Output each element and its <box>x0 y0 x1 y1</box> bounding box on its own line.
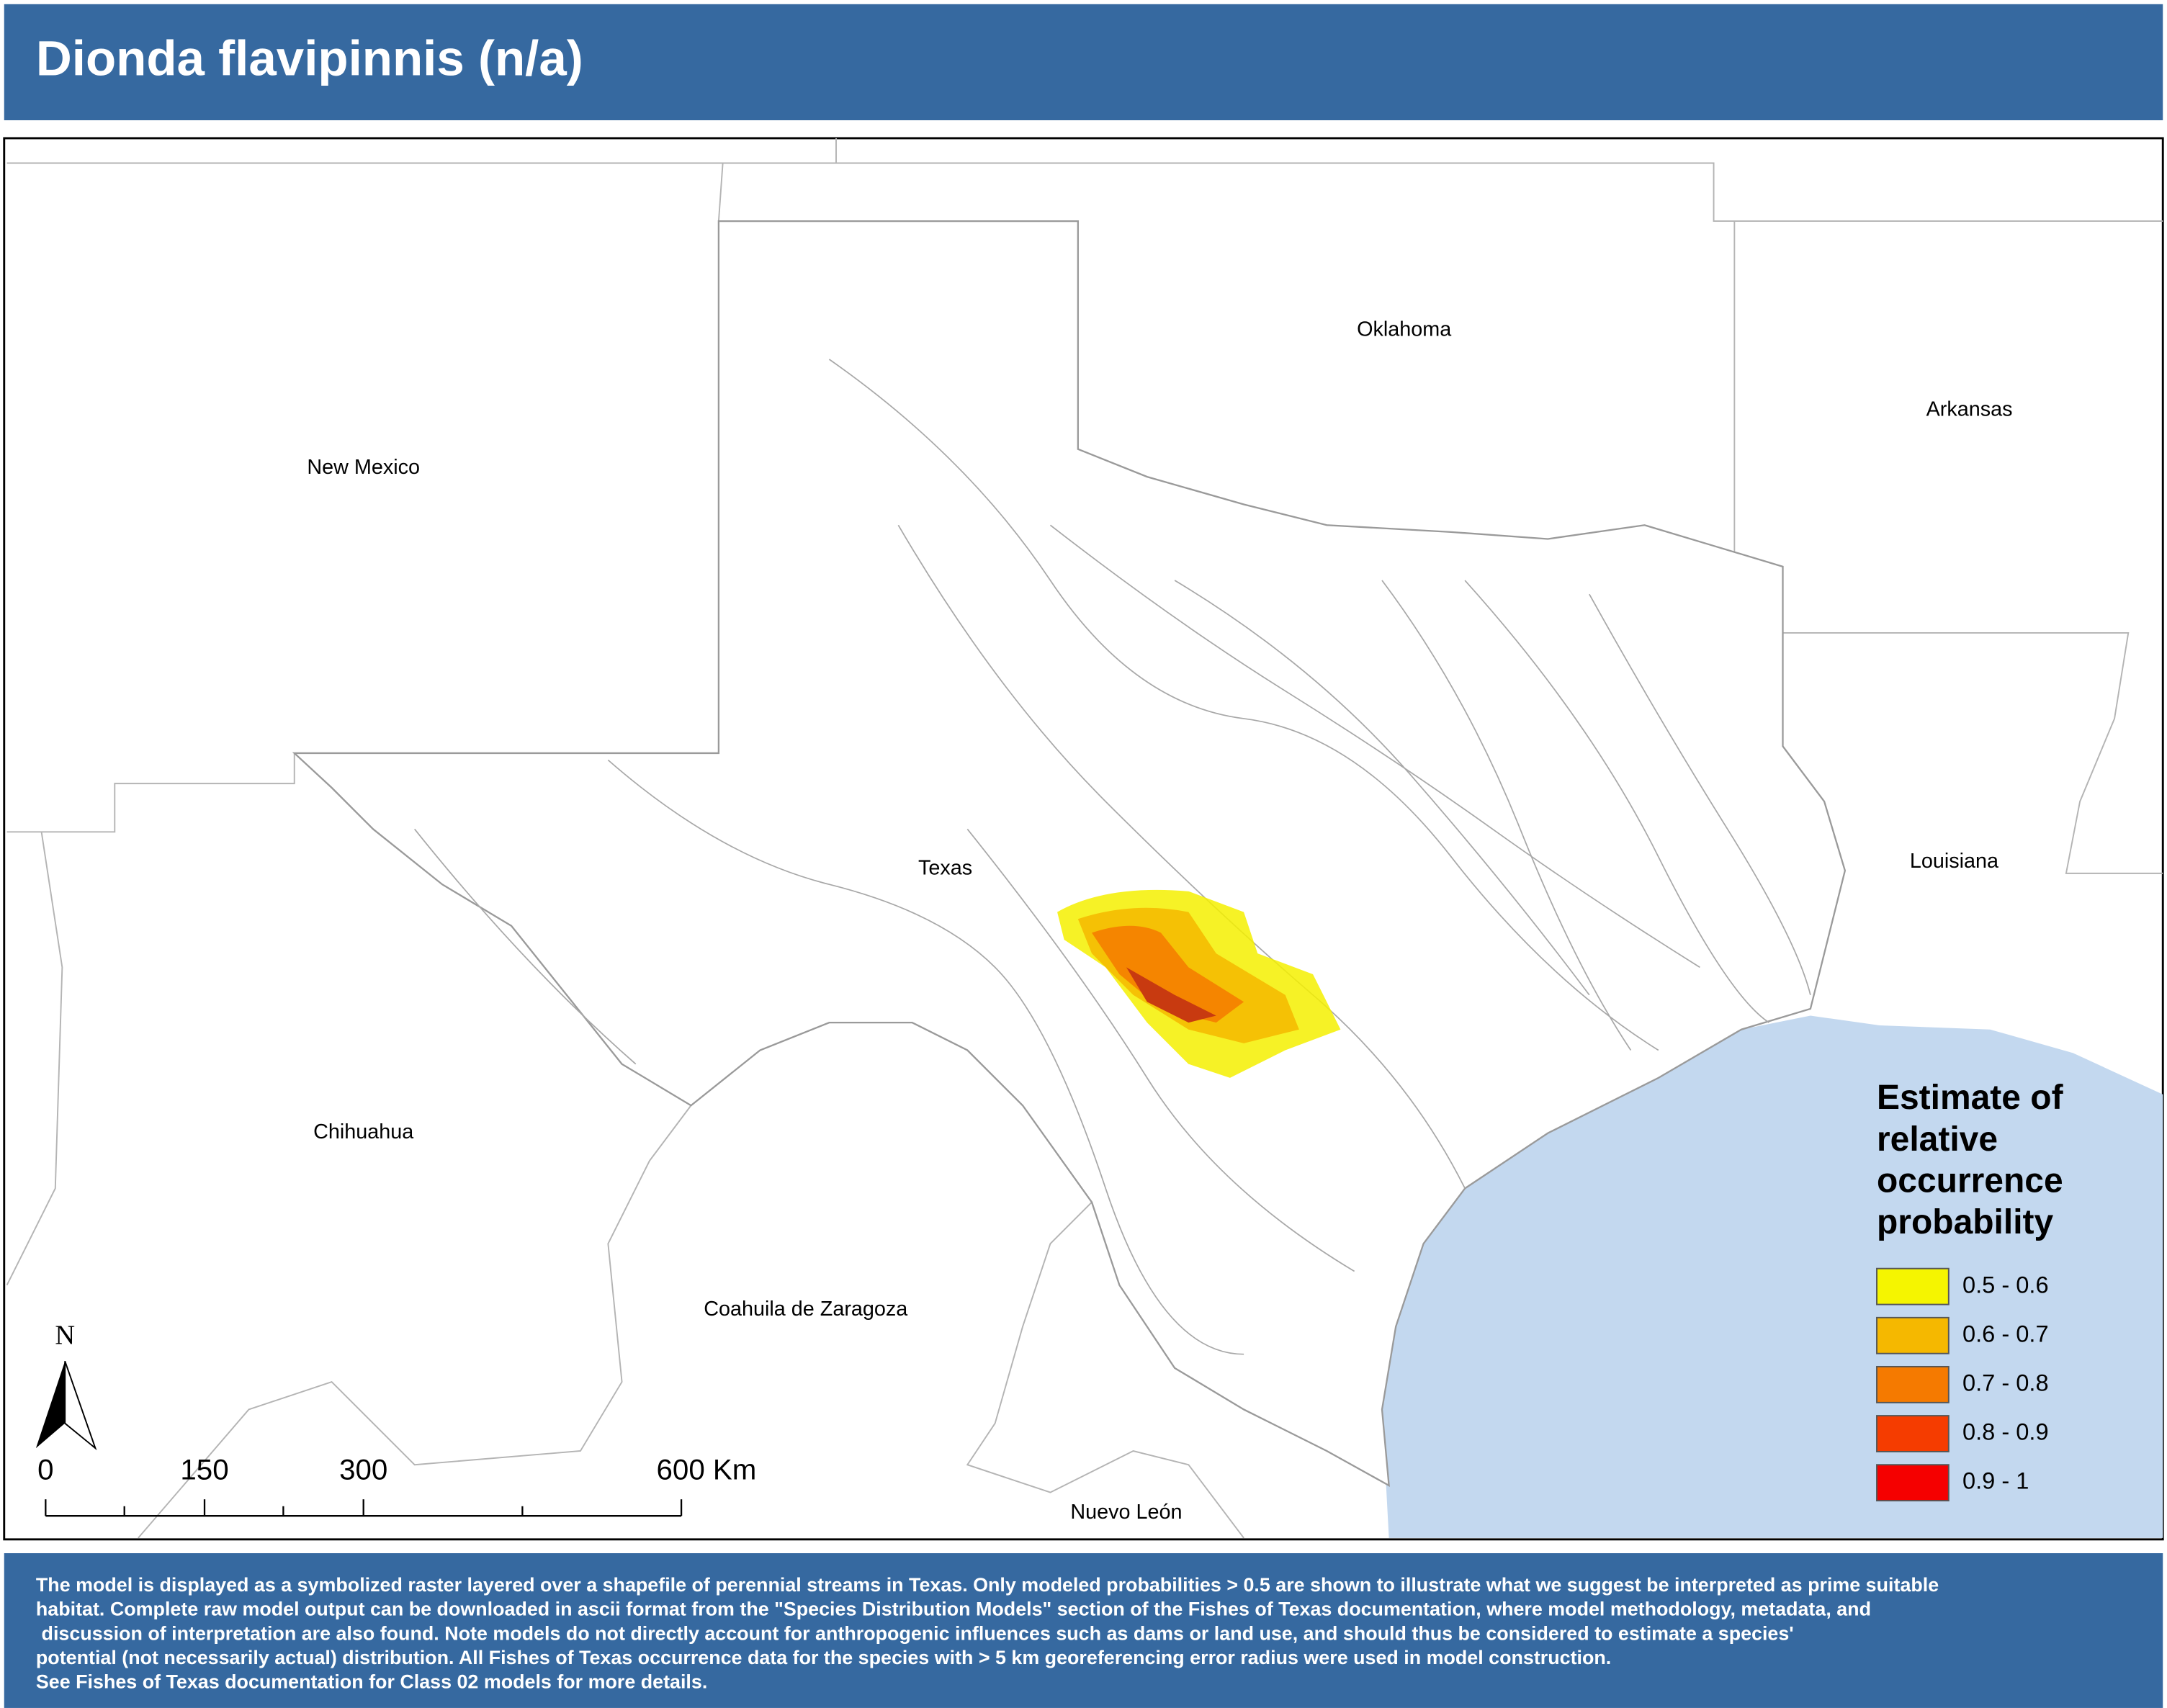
footer-line: habitat. Complete raw model output can b… <box>36 1599 1871 1620</box>
stream <box>966 828 1355 1272</box>
stream <box>897 524 1466 1189</box>
scale-label: 600 Km <box>657 1453 757 1485</box>
stream <box>828 359 1659 1051</box>
border <box>966 1201 1244 1539</box>
stream <box>607 759 1244 1355</box>
title: Dionda flavipinnis (n/a) <box>36 30 583 86</box>
footer-bar <box>4 1553 2163 1708</box>
legend-swatch <box>1876 1316 1950 1354</box>
map-label: Nuevo León <box>1070 1501 1182 1524</box>
legend-label: 0.7 - 0.8 <box>1962 1370 2049 1396</box>
scale-label: 150 <box>180 1453 228 1485</box>
legend-label: 0.5 - 0.6 <box>1962 1271 2049 1298</box>
legend-label: 0.8 - 0.9 <box>1962 1419 2049 1445</box>
header-bar <box>4 4 2163 121</box>
stream <box>414 828 637 1065</box>
stream <box>1174 580 1590 996</box>
gulf-of-mexico <box>1382 1015 2163 1538</box>
model-raster <box>1057 889 1341 1078</box>
legend-title: probability <box>1877 1203 2054 1241</box>
footer-line: discussion of interpretation are also fo… <box>42 1622 1794 1644</box>
scale-bar <box>45 1499 683 1517</box>
legend-title: Estimate of <box>1877 1079 2064 1117</box>
map: Oklahoma Arkansas New Mexico Texas Louis… <box>3 137 2164 1541</box>
border <box>6 832 63 1286</box>
map-label: Texas <box>918 857 972 880</box>
legend-swatch <box>1876 1464 1950 1502</box>
map-label: Arkansas <box>1926 398 2013 421</box>
footer: The model is displayed as a symbolized r… <box>36 1574 1939 1692</box>
scale-label: 300 <box>339 1453 387 1485</box>
border <box>6 752 295 833</box>
north-arrow <box>35 1361 66 1449</box>
footer-line: See Fishes of Texas documentation for Cl… <box>36 1671 707 1692</box>
legend-swatch <box>1876 1267 1950 1305</box>
streams <box>414 359 1811 1355</box>
north-arrow <box>64 1360 97 1451</box>
legend-swatch <box>1876 1365 1950 1403</box>
map-label: Oklahoma <box>1357 318 1451 341</box>
legend-title: occurrence <box>1877 1161 2063 1200</box>
north-label: N <box>55 1320 75 1350</box>
legend: Estimate of relative occurrence probabil… <box>1876 1079 2064 1502</box>
border <box>1782 631 2163 874</box>
border <box>138 1105 692 1539</box>
raster-area <box>1126 967 1216 1023</box>
map-label: Chihuahua <box>313 1120 413 1143</box>
map-label: Louisiana <box>1910 850 1998 873</box>
legend-swatch <box>1876 1415 1950 1452</box>
border <box>6 162 2163 223</box>
texas-outline <box>292 220 1847 1488</box>
border <box>717 163 724 222</box>
stream <box>1381 580 1632 1051</box>
scale-label: 0 <box>37 1453 53 1485</box>
legend-label: 0.9 - 1 <box>1962 1467 2029 1494</box>
map-label: Coahuila de Zaragoza <box>704 1298 907 1321</box>
footer-line: The model is displayed as a symbolized r… <box>36 1574 1939 1596</box>
legend-label: 0.6 - 0.7 <box>1962 1320 2049 1347</box>
stream <box>1049 524 1700 968</box>
stream <box>1464 580 1769 1023</box>
stream <box>1589 593 1811 995</box>
raster-area <box>1092 925 1244 1023</box>
map-label: New Mexico <box>307 456 420 479</box>
footer-line: potential (not necessarily actual) distr… <box>36 1647 1611 1668</box>
legend-title: relative <box>1877 1120 1998 1159</box>
